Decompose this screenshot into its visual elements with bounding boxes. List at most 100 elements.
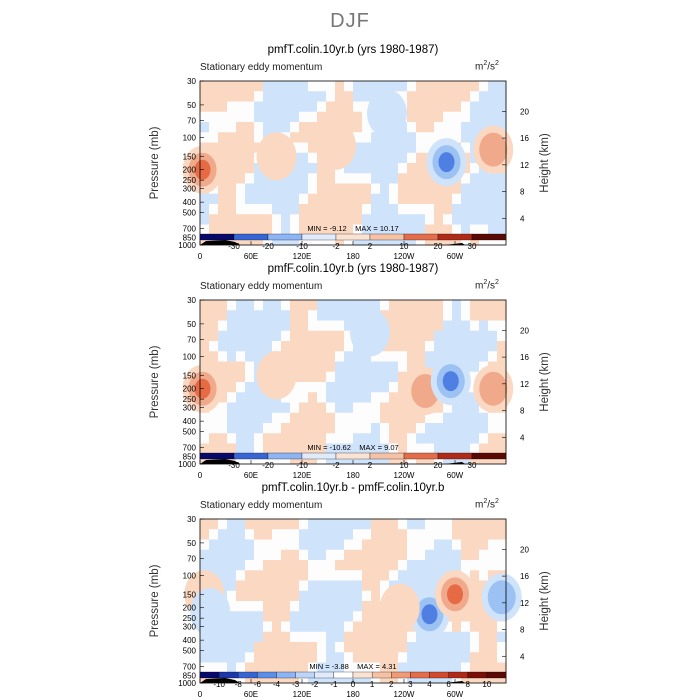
field-cell (380, 371, 390, 383)
field-cell (407, 173, 417, 184)
field-cell (236, 601, 246, 612)
lon-tick-label: 60E (244, 252, 258, 261)
field-cell (308, 300, 318, 311)
field-cell (434, 652, 444, 663)
field-cell (236, 101, 246, 113)
field-cell (353, 611, 363, 622)
field-cell (317, 642, 327, 653)
field-cell (245, 152, 255, 164)
field-cell (326, 621, 336, 633)
field-cell (479, 320, 489, 332)
field-cell (200, 652, 210, 663)
field-cell (326, 631, 336, 643)
figure-title: DJF (330, 10, 370, 32)
field-cell (362, 601, 372, 612)
field-cell (398, 539, 408, 551)
field-cell (488, 183, 498, 195)
field-cell (344, 519, 354, 530)
field-cell (344, 111, 354, 123)
field-cell (344, 91, 354, 102)
field-cell (335, 183, 345, 195)
field-cell (263, 101, 273, 113)
field-cell (218, 122, 228, 133)
field-cell (263, 392, 273, 403)
field-cell (389, 652, 399, 663)
field-cell (398, 91, 408, 102)
field-cell (344, 183, 354, 195)
field-cell (452, 183, 462, 195)
field-cell (254, 662, 264, 674)
field-cell (335, 351, 345, 362)
field-cell (308, 662, 318, 674)
field-cell (434, 122, 444, 133)
field-cell (209, 81, 219, 92)
lon-tick-label: 60W (447, 252, 464, 261)
field-cell (461, 310, 471, 321)
field-cell (479, 529, 489, 540)
field-cell (497, 662, 507, 674)
field-cell (281, 539, 291, 551)
field-cell (254, 560, 264, 571)
field-cell (200, 101, 210, 113)
field-cell (344, 361, 354, 373)
field-cell (452, 91, 462, 102)
field-cell (362, 433, 372, 444)
field-cell (425, 122, 435, 133)
field-cell (479, 361, 489, 373)
panel-1: 3050701001502002503004005007008501000481… (149, 77, 551, 261)
field-cell (371, 662, 381, 674)
field-cell (380, 549, 390, 561)
field-cell (371, 371, 381, 383)
field-cell (443, 101, 453, 113)
field-cell (227, 519, 237, 530)
field-cell (263, 443, 273, 455)
field-cell (434, 570, 444, 581)
field-cell (371, 81, 381, 92)
field-cell (317, 662, 327, 674)
field-cell (263, 91, 273, 102)
field-cell (335, 341, 345, 352)
field-cell (371, 204, 381, 215)
field-cell (227, 549, 237, 561)
field-cell (254, 204, 264, 215)
field-cell (236, 402, 246, 414)
field-cell (326, 601, 336, 612)
colorbar-swatch (391, 671, 411, 679)
field-cell (443, 330, 453, 342)
field-cell (479, 91, 489, 102)
field-cell (389, 300, 399, 311)
field-cell (371, 361, 381, 373)
positive-anomaly (479, 132, 508, 167)
field-cell (362, 412, 372, 424)
field-cell (407, 330, 417, 342)
field-cell (398, 570, 408, 581)
field-cell (416, 662, 426, 674)
field-cell (308, 601, 318, 612)
field-cell (497, 320, 507, 332)
field-cell (443, 560, 453, 571)
pressure-tick-label: 250 (183, 176, 197, 185)
field-cell (398, 204, 408, 215)
field-cell (245, 183, 255, 195)
field-cell (326, 320, 336, 332)
field-cell (398, 320, 408, 332)
field-cell (398, 361, 408, 373)
field-cell (407, 519, 417, 530)
field-cell (407, 163, 417, 174)
field-cell (218, 214, 228, 225)
field-cell (263, 549, 273, 561)
field-cell (416, 549, 426, 561)
field-cell (389, 214, 399, 225)
field-cell (263, 642, 273, 653)
field-cell (443, 111, 453, 123)
field-cell (425, 443, 435, 455)
colorbar-label: 30 (468, 461, 477, 470)
field-cell (497, 101, 507, 113)
field-cell (218, 351, 228, 362)
field-cell (371, 152, 381, 164)
field-cell (245, 631, 255, 643)
colorbar-swatch (335, 452, 371, 460)
field-cell (290, 330, 300, 342)
y-axis-right-label: Height (km) (539, 571, 551, 631)
field-cell (236, 443, 246, 455)
